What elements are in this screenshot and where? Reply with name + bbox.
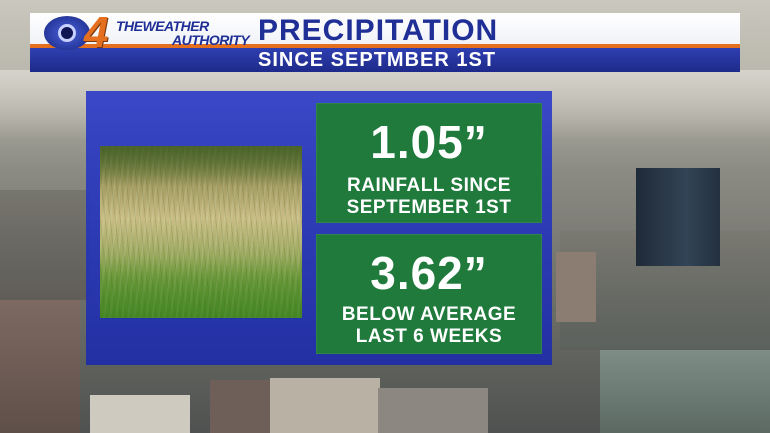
logo-text-line1: THEWEATHER (116, 18, 209, 34)
subheader-bar (30, 48, 740, 72)
building (210, 380, 270, 433)
page-subtitle: SINCE SEPTMBER 1ST (258, 49, 497, 71)
building (0, 300, 80, 433)
deficit-value: 3.62” (370, 247, 488, 299)
building (600, 350, 770, 433)
logo-text-line2: AUTHORITY (172, 32, 250, 48)
rainfall-label: RAINFALL SINCE SEPTEMBER 1ST (316, 175, 542, 219)
station-logo: 4 THEWEATHER AUTHORITY (44, 8, 254, 57)
deficit-label-line1: BELOW AVERAGE (341, 304, 517, 325)
cbs-eye-icon (44, 16, 90, 50)
deficit-label: BELOW AVERAGE LAST 6 WEEKS (316, 304, 542, 348)
building (270, 378, 380, 433)
building (556, 252, 596, 322)
page-title: PRECIPITATION (258, 14, 499, 47)
logo-number: 4 (84, 8, 109, 57)
glass-tower-building (636, 168, 720, 266)
building (0, 190, 90, 300)
rainfall-value: 1.05” (370, 116, 488, 168)
building (90, 395, 190, 433)
rainfall-stat-box: 1.05” RAINFALL SINCE SEPTEMBER 1ST (316, 103, 542, 223)
rainfall-label-line2: SEPTEMBER 1ST (346, 197, 512, 218)
building (378, 388, 488, 433)
dry-grass-photo (100, 146, 302, 318)
rainfall-label-line1: RAINFALL SINCE (347, 175, 511, 196)
header-bar (30, 13, 740, 49)
deficit-stat-box: 3.62” BELOW AVERAGE LAST 6 WEEKS (316, 234, 542, 354)
deficit-label-line2: LAST 6 WEEKS (355, 326, 503, 347)
header-accent-stripe (30, 44, 740, 48)
